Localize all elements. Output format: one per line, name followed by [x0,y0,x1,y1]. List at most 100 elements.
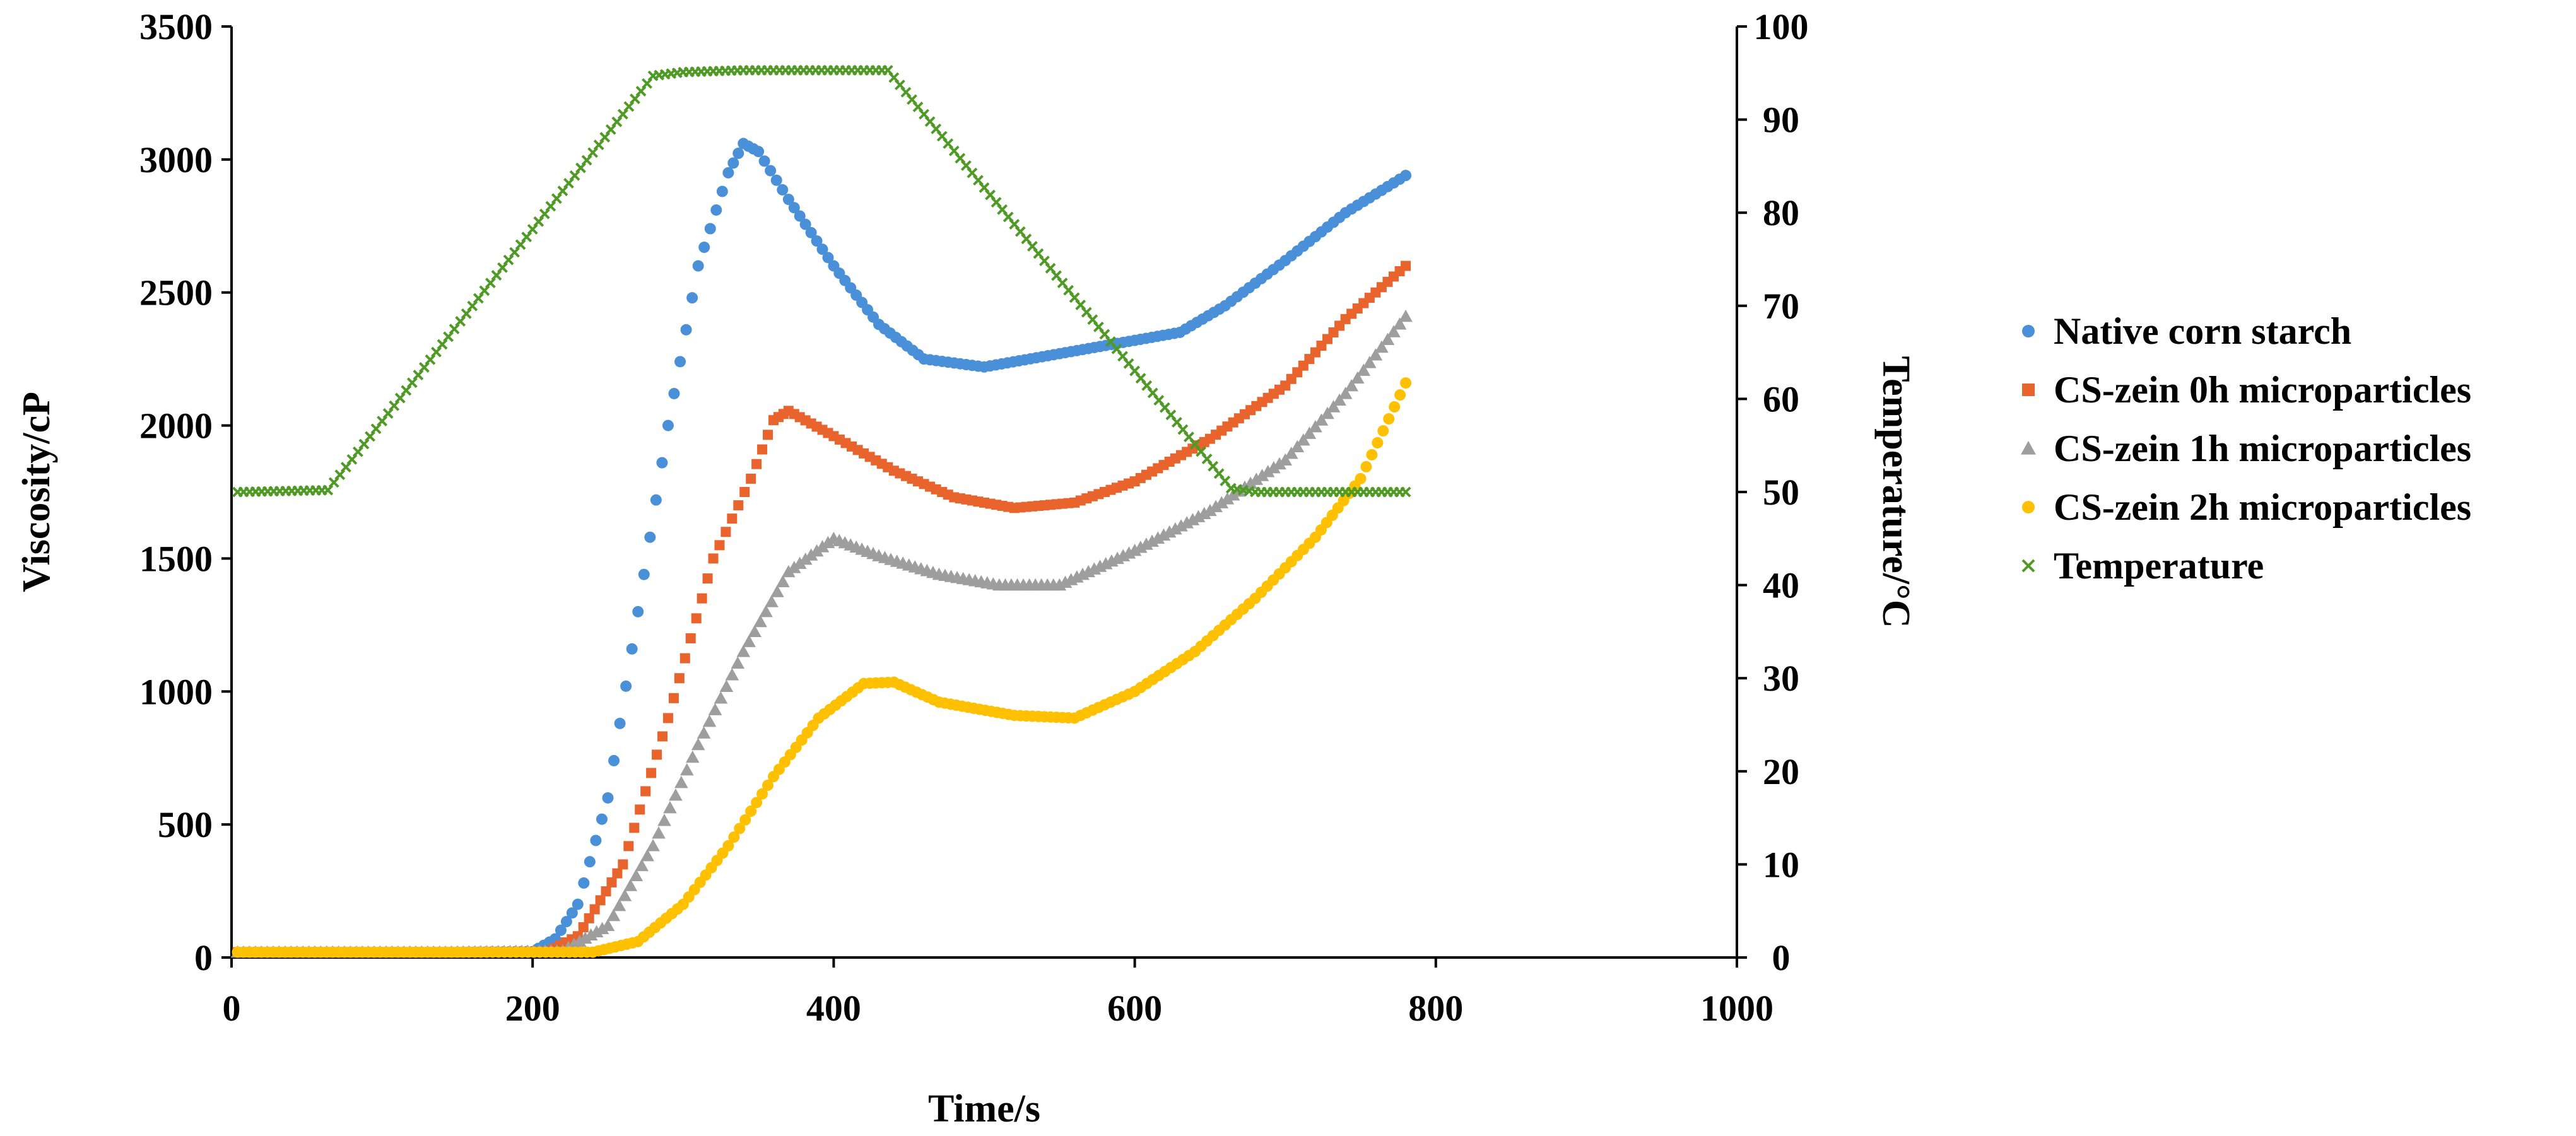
data-point [662,419,674,431]
data-point [753,146,765,158]
data-point [1145,534,1159,547]
data-point [606,877,617,887]
legend-marker [2021,559,2035,573]
data-point [584,928,598,941]
data-point [776,575,790,587]
data-point [578,877,590,889]
data-point [1297,433,1310,446]
data-point [1389,401,1401,413]
data-point [816,243,828,255]
data-point [620,680,632,692]
data-point [657,731,668,742]
data-point [1255,469,1269,481]
y2-tick-label: 0 [1772,937,1791,978]
data-point [644,531,656,543]
data-point [595,895,606,906]
data-point [751,797,763,809]
data-point [685,633,696,643]
data-point [765,595,779,607]
data-point [822,252,834,264]
data-point [1332,393,1346,406]
data-point [662,713,673,723]
y-tick-label: 1000 [139,671,213,712]
data-point [1401,261,1411,271]
data-point [638,568,650,580]
data-point [566,907,578,919]
legend-marker [2022,501,2035,513]
data-point [716,185,728,197]
data-point [1394,389,1406,401]
data-point [656,457,668,469]
y-tick-label: 2000 [139,406,213,447]
data-point [1360,460,1372,472]
x-tick-label: 600 [1107,988,1162,1029]
tick-labels: 0 200 400 600 800 100005001000150020002500300… [139,6,1809,1029]
data-point [714,540,725,551]
x-tick-label: 1000 [1700,988,1773,1029]
data-point [584,856,596,868]
y2-tick-label: 90 [1763,100,1799,141]
y2-tick-label: 80 [1763,192,1799,233]
data-point [788,202,800,214]
series-cs-zein-0h-microparticles [232,261,1411,957]
data-point [1249,472,1264,485]
data-point [1127,543,1142,556]
data-point [1267,460,1281,474]
y2-tick-label: 40 [1763,565,1799,606]
data-point [1399,309,1413,322]
data-point [722,840,734,852]
data-point [1162,525,1177,538]
data-point [799,218,811,230]
data-point [697,726,711,739]
y2-tick-label: 30 [1763,658,1799,699]
data-point [697,593,707,604]
data-point [1344,378,1358,392]
legend-label: CS-zein 1h microparticles [2054,428,2471,469]
data-point [596,813,608,825]
data-point [680,324,692,336]
data-point [618,889,632,901]
data-point [1320,406,1334,419]
legend: Native corn starch CS-zein 0h micropartic… [2021,310,2471,587]
data-point [1368,348,1383,361]
data-point [632,606,644,618]
data-point [746,473,756,484]
data-point [691,613,702,624]
data-point [1191,510,1206,522]
data-point [704,223,716,235]
legend-item: Native corn starch [2022,310,2351,352]
series-temperature [232,64,1411,498]
data-point [663,800,677,814]
data-point [589,925,604,938]
data-point [578,931,592,944]
data-point [674,356,686,368]
data-point [626,643,638,655]
y2-tick-label: 70 [1763,286,1799,327]
data-point [1363,356,1377,368]
legend-label: CS-zein 2h microparticles [2054,486,2471,528]
data-point [1400,170,1412,182]
data-point [623,879,638,891]
legend-item: Temperature [2021,545,2264,587]
y-tick-label: 1500 [139,538,213,579]
data-point [1220,492,1235,505]
data-point [578,922,589,933]
legend-item: CS-zein 0h microparticles [2022,369,2471,411]
data-point [745,805,757,817]
data-point [739,814,751,826]
data-point [657,814,671,826]
data-point [1203,503,1217,517]
data-point [1387,325,1401,337]
y-tick-label: 0 [194,937,213,978]
data-point [640,786,651,797]
data-point [1168,522,1182,535]
data-point [770,585,784,597]
data-point [1156,528,1171,541]
data-point [1180,516,1194,529]
data-point [668,387,680,399]
x-tick-label: 200 [505,988,560,1029]
data-point [601,886,611,897]
data-point [777,184,789,196]
series-native-corn-starch [232,138,1412,958]
data-point [618,859,628,870]
